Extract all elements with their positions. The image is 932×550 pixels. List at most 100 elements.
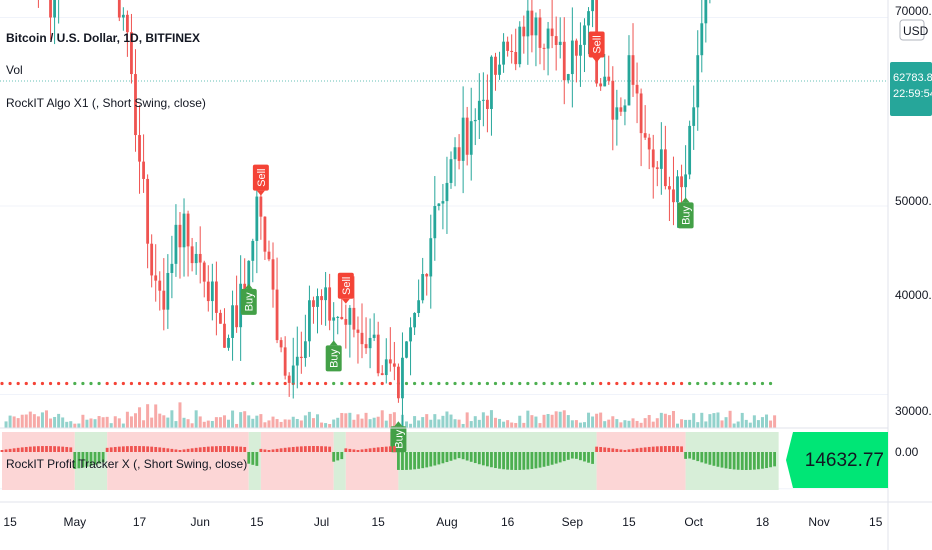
- volume-bar: [647, 415, 651, 428]
- volume-bar: [570, 420, 574, 428]
- tracker-bar: [441, 452, 445, 464]
- time-tick: 15: [3, 515, 17, 529]
- candle-body: [295, 356, 299, 366]
- signal-dot: [332, 381, 336, 386]
- candle-body: [526, 10, 530, 37]
- volume-bar: [239, 412, 243, 428]
- signal-dot: [720, 381, 724, 386]
- tracker-bar: [429, 452, 433, 467]
- candle-body: [251, 240, 255, 261]
- tracker-bar: [514, 452, 518, 470]
- signal-dot: [226, 381, 231, 386]
- candle-body: [473, 119, 477, 122]
- volume-bar: [724, 417, 728, 428]
- candle-body: [166, 272, 170, 310]
- tracker-bar: [336, 452, 340, 461]
- tracker-bar: [210, 446, 214, 452]
- signal-dot: [671, 381, 676, 386]
- buy-signal[interactable]: Buy: [325, 340, 342, 372]
- signal-dot: [356, 381, 360, 386]
- signal-dot: [243, 381, 247, 386]
- candle-body: [202, 262, 206, 282]
- tracker-bar: [61, 446, 65, 452]
- tracker-bar: [263, 449, 267, 452]
- sell-signal[interactable]: Sell: [337, 272, 354, 304]
- tracker-bar: [81, 452, 85, 468]
- signal-dot: [453, 381, 457, 386]
- volume-bar: [194, 410, 198, 428]
- signal-dot: [89, 381, 93, 386]
- volume-bar: [20, 414, 24, 428]
- tracker-bar: [24, 446, 28, 452]
- tracker-indicator-label[interactable]: RockIT Profit Tracker X (, Short Swing, …: [6, 457, 247, 471]
- sell-signal[interactable]: Sell: [588, 31, 605, 63]
- tracker-bar: [534, 452, 538, 469]
- volume-bar: [607, 419, 611, 428]
- signal-dot: [526, 381, 530, 386]
- volume-bar: [627, 420, 631, 428]
- candle-body: [498, 64, 501, 75]
- candle-body: [663, 149, 667, 187]
- tracker-bar: [486, 452, 489, 467]
- candle-body: [130, 32, 133, 75]
- candle-body: [263, 216, 267, 252]
- volume-bar: [360, 418, 364, 428]
- tracker-bar: [720, 452, 724, 468]
- algo-indicator-label[interactable]: RockIT Algo X1 (, Short Swing, close): [6, 96, 206, 110]
- candle-body: [162, 290, 166, 310]
- tracker-bar: [574, 452, 578, 459]
- candle-body: [138, 135, 141, 162]
- currency-button[interactable]: [899, 19, 925, 41]
- volume-bar: [311, 418, 315, 428]
- signal-pointer: [394, 421, 403, 427]
- candle-body: [688, 125, 692, 175]
- volume-bar: [655, 418, 659, 428]
- candle-body: [142, 161, 145, 179]
- buy-signal[interactable]: Buy: [240, 283, 257, 315]
- candle-body: [332, 317, 336, 321]
- signal-label: Buy: [393, 429, 405, 448]
- signal-dot: [760, 381, 765, 386]
- tracker-bar: [752, 452, 756, 470]
- volume-bar: [271, 416, 275, 428]
- tracker-bar: [146, 446, 150, 452]
- volume-bar: [481, 412, 485, 428]
- signal-dot: [259, 381, 263, 386]
- currency-label[interactable]: USD: [903, 24, 929, 38]
- candle-body: [271, 259, 275, 290]
- volume-bar: [121, 423, 125, 428]
- volume-bar: [133, 413, 137, 428]
- buy-signal[interactable]: Buy: [677, 197, 694, 229]
- signal-label: Buy: [681, 205, 693, 224]
- tracker-bar: [150, 446, 154, 452]
- volume-label[interactable]: Vol: [6, 63, 23, 77]
- tracker-bar: [708, 452, 712, 465]
- tracker-bar: [12, 448, 16, 452]
- buy-signal[interactable]: Buy: [390, 421, 407, 453]
- volume-bar: [667, 415, 671, 428]
- sell-signal[interactable]: Sell: [252, 164, 269, 196]
- tracker-bar: [684, 452, 688, 459]
- tracker-bar: [603, 447, 607, 452]
- tracker-bar: [619, 449, 623, 452]
- signal-dot: [607, 381, 611, 386]
- signal-dot: [0, 381, 4, 386]
- signal-dot: [574, 381, 578, 386]
- tracker-bar: [566, 452, 570, 460]
- candle-body: [287, 375, 291, 383]
- signal-pointer: [341, 298, 350, 304]
- volume-bar: [756, 420, 760, 428]
- volume-bar: [255, 415, 259, 428]
- signal-dot: [97, 381, 101, 386]
- signal-dot: [412, 381, 417, 386]
- tracker-bar: [166, 448, 170, 452]
- tracker-bar: [421, 452, 425, 469]
- signal-box: [337, 272, 354, 299]
- tracker-bar: [372, 447, 376, 452]
- tracker-bar: [465, 452, 469, 461]
- volume-bar: [599, 412, 603, 428]
- volume-bar: [514, 423, 518, 428]
- signal-dot: [315, 381, 320, 386]
- tracker-bar: [142, 446, 145, 452]
